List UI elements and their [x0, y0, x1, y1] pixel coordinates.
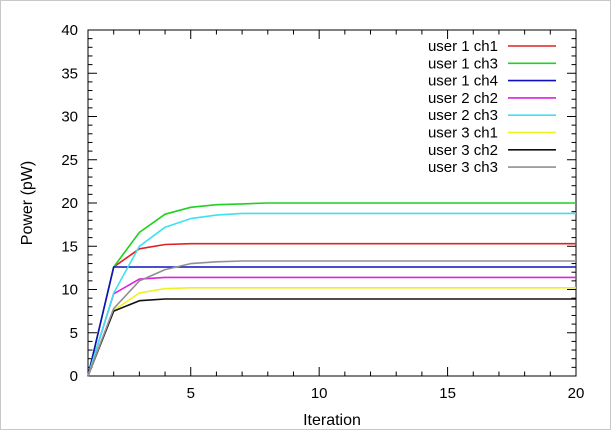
y-tick-label: 15	[61, 238, 78, 255]
series-lines	[87, 202, 576, 377]
legend-label: user 1 ch3	[428, 55, 498, 72]
series-line-4	[87, 276, 576, 377]
legend-label: user 1 ch4	[428, 73, 498, 90]
y-tick-label: 35	[61, 65, 78, 82]
legend-label: user 1 ch1	[428, 38, 498, 55]
series-line-2	[87, 202, 576, 377]
legend-label: user 3 ch2	[428, 142, 498, 159]
legend-label: user 3 ch1	[428, 125, 498, 142]
y-tick-label: 25	[61, 152, 78, 169]
y-tick-label: 40	[61, 22, 78, 39]
axis-ticks	[87, 29, 577, 377]
y-tick-label: 5	[70, 325, 78, 342]
series-line-1	[87, 242, 576, 377]
series-line-5	[87, 212, 576, 377]
y-tick-label: 10	[61, 282, 78, 299]
x-tick-label: 15	[439, 385, 456, 402]
x-tick-label: 20	[568, 385, 585, 402]
series-line-8	[87, 260, 576, 377]
x-tick-label: 5	[187, 385, 195, 402]
legend-label: user 3 ch3	[428, 159, 498, 176]
y-tick-label: 20	[61, 195, 78, 212]
series-line-7	[87, 298, 576, 377]
tick-labels: 0 5 10 15 20 25 30 35 40 5 10 15 20	[61, 22, 584, 402]
series-line-3	[87, 266, 576, 377]
legend-label: user 2 ch2	[428, 90, 498, 107]
x-tick-label: 10	[311, 385, 328, 402]
series-line-6	[87, 286, 576, 377]
x-axis-label: Iteration	[303, 412, 361, 429]
y-tick-label: 0	[70, 368, 78, 385]
legend-label: user 2 ch3	[428, 107, 498, 124]
y-tick-label: 30	[61, 109, 78, 126]
y-axis-label: Power (pW)	[19, 161, 36, 245]
